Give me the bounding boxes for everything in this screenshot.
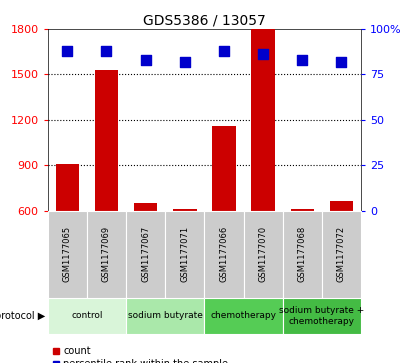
Title: GDS5386 / 13057: GDS5386 / 13057 — [143, 14, 266, 28]
Bar — [283, 298, 361, 334]
Point — [260, 52, 266, 57]
Bar — [290, 209, 314, 211]
Point — [299, 57, 305, 63]
Text: GSM1177071: GSM1177071 — [180, 226, 189, 282]
Point — [64, 48, 71, 54]
Bar — [173, 209, 197, 211]
Point — [221, 48, 227, 54]
Point — [142, 57, 149, 63]
Bar — [205, 211, 244, 298]
Bar — [134, 203, 157, 211]
Bar — [126, 298, 205, 334]
Text: GSM1177068: GSM1177068 — [298, 226, 307, 282]
Text: GSM1177065: GSM1177065 — [63, 226, 72, 282]
Bar — [244, 211, 283, 298]
Bar — [48, 298, 126, 334]
Legend: count, percentile rank within the sample: count, percentile rank within the sample — [53, 346, 228, 363]
Point — [338, 59, 345, 65]
Bar — [165, 211, 204, 298]
Point — [103, 48, 110, 54]
Bar — [205, 298, 283, 334]
Bar — [87, 211, 126, 298]
Point — [181, 59, 188, 65]
Bar — [56, 164, 79, 211]
Text: GSM1177070: GSM1177070 — [259, 226, 268, 282]
Bar — [283, 211, 322, 298]
Bar — [126, 211, 165, 298]
Bar — [212, 126, 236, 211]
Text: GSM1177066: GSM1177066 — [220, 226, 229, 282]
Text: sodium butyrate: sodium butyrate — [128, 311, 203, 320]
Bar — [251, 29, 275, 211]
Bar — [48, 211, 87, 298]
Bar — [95, 70, 118, 211]
Text: chemotherapy: chemotherapy — [210, 311, 276, 320]
Bar — [330, 201, 353, 211]
Text: sodium butyrate +
chemotherapy: sodium butyrate + chemotherapy — [279, 306, 364, 326]
Text: GSM1177067: GSM1177067 — [141, 226, 150, 282]
Text: control: control — [71, 311, 103, 320]
Text: protocol ▶: protocol ▶ — [0, 311, 46, 321]
Text: GSM1177072: GSM1177072 — [337, 226, 346, 282]
Text: GSM1177069: GSM1177069 — [102, 226, 111, 282]
Bar — [322, 211, 361, 298]
